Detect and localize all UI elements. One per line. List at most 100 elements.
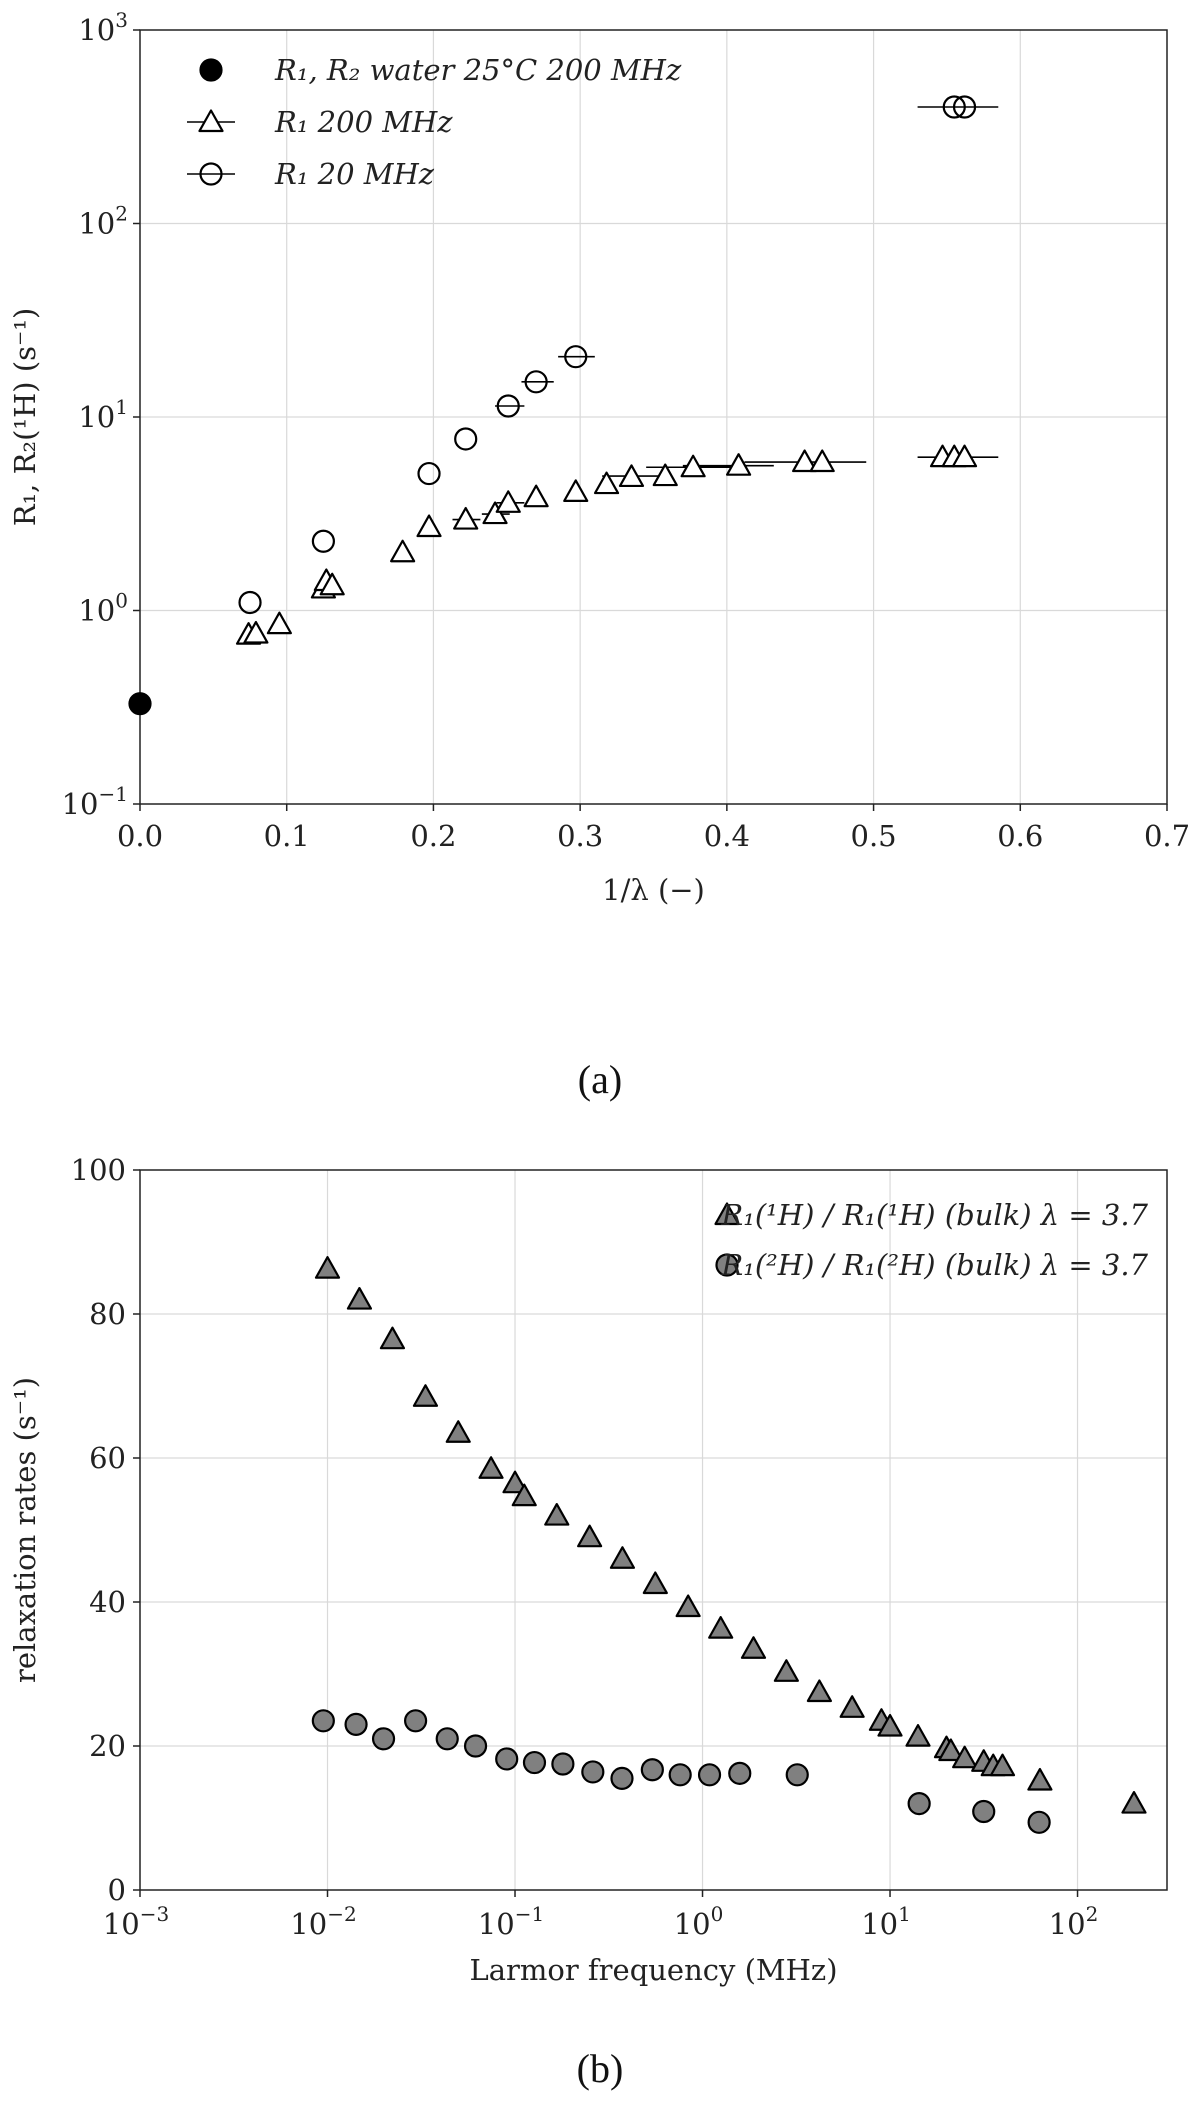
panel-a-data-points xyxy=(128,95,978,716)
data-point xyxy=(809,449,835,473)
x-tick-label: 0.7 xyxy=(1144,819,1190,853)
y-tick-label: 10−1 xyxy=(62,782,128,821)
x-tick-label: 0.5 xyxy=(851,819,897,853)
panel-b-data-points xyxy=(311,1256,1147,1834)
data-point xyxy=(463,1734,488,1758)
panel-a-legend: R₁, R₂ water 25°C 200 MHz R₁ 200 MHz R₁ 20… xyxy=(187,53,682,191)
data-point xyxy=(1027,1767,1053,1791)
data-point xyxy=(524,370,548,394)
x-tick-label: 0.4 xyxy=(704,819,750,853)
data-point xyxy=(564,345,588,369)
data-point xyxy=(725,453,752,476)
data-point xyxy=(551,1752,575,1776)
data-point xyxy=(495,1747,519,1771)
data-point xyxy=(989,1753,1016,1777)
data-point xyxy=(379,1326,406,1350)
legend-label: R₁, R₂ water 25°C 200 MHz xyxy=(274,53,682,87)
data-point xyxy=(344,1712,368,1737)
data-point xyxy=(522,1750,547,1775)
y-tick-label: 0 xyxy=(108,1873,126,1907)
panel-b-grid xyxy=(140,1170,1167,1890)
data-point xyxy=(773,1659,799,1682)
x-tick-label: 102 xyxy=(1049,1902,1099,1941)
y-tick-label: 102 xyxy=(78,202,128,241)
data-point xyxy=(266,611,292,635)
y-tick-label: 40 xyxy=(89,1585,126,1619)
data-point xyxy=(311,529,335,553)
data-point xyxy=(728,1761,752,1785)
y-tick-label: 103 xyxy=(78,8,128,47)
data-point xyxy=(454,427,478,451)
x-tick-label: 0.6 xyxy=(997,819,1043,853)
legend-marker xyxy=(198,109,224,133)
data-point xyxy=(412,1384,439,1407)
data-point xyxy=(346,1286,373,1310)
x-tick-label: 0.0 xyxy=(117,819,163,853)
data-point xyxy=(952,95,977,119)
y-tick-label: 100 xyxy=(71,1153,126,1187)
data-point xyxy=(806,1679,832,1703)
data-point xyxy=(593,471,620,495)
data-point xyxy=(618,464,645,488)
data-point xyxy=(238,590,262,615)
legend-label: R₁ 20 MHz xyxy=(274,157,435,191)
data-point xyxy=(404,1709,428,1733)
x-tick-label: 0.2 xyxy=(410,819,456,853)
x-tick-label: 101 xyxy=(861,1902,911,1941)
data-point xyxy=(652,463,678,487)
data-point xyxy=(502,1470,528,1494)
legend-label: R₁ 200 MHz xyxy=(274,105,453,139)
legend-marker xyxy=(715,1253,739,1277)
data-point xyxy=(907,1791,931,1816)
data-point xyxy=(839,1695,865,1718)
data-point xyxy=(453,506,479,530)
legend-label: R₁(²H) / R₁(²H) (bulk) λ = 3.7 xyxy=(720,1248,1148,1282)
data-point xyxy=(609,1546,636,1569)
data-point xyxy=(495,490,521,513)
legend-marker xyxy=(199,162,223,186)
data-point xyxy=(243,620,269,644)
y-tick-label: 80 xyxy=(89,1297,126,1331)
y-tick-label: 101 xyxy=(78,395,128,434)
data-point xyxy=(640,1758,664,1782)
data-point xyxy=(708,1616,734,1639)
data-point xyxy=(972,1799,996,1824)
data-point xyxy=(1121,1790,1147,1814)
x-tick-label: 0.3 xyxy=(557,819,603,853)
data-point xyxy=(942,95,966,119)
panel-b-ticks: 10−3 10−2 10−1 100 101 102 0 20 40 60 80 100 xyxy=(71,1153,1099,1941)
panel-a-y-axis-label: R₁, R₂(¹H) (s⁻¹) xyxy=(8,308,42,527)
data-point xyxy=(951,444,978,468)
panel-b-y-axis-label: relaxation rates (s⁻¹) xyxy=(8,1377,42,1683)
data-point xyxy=(314,1256,341,1279)
data-point xyxy=(371,1727,396,1751)
y-tick-label: 100 xyxy=(78,589,128,628)
panel-a-chart: 0.0 0.1 0.2 0.3 0.4 0.5 0.6 0.7 10−1 100 101 102 103… xyxy=(8,8,1190,1102)
data-point xyxy=(390,539,416,563)
panel-b-frame xyxy=(139,1169,1168,1891)
panel-a-x-axis-label: 1/λ (−) xyxy=(602,873,705,907)
x-tick-label: 0.1 xyxy=(264,819,310,853)
panel-a-label: (a) xyxy=(578,1057,622,1102)
data-point xyxy=(416,514,442,538)
panel-b-x-axis-label: Larmor frequency (MHz) xyxy=(469,1953,837,1987)
data-point xyxy=(680,454,706,478)
data-point xyxy=(675,1594,701,1618)
x-tick-label: 10−2 xyxy=(290,1902,356,1941)
data-point xyxy=(128,692,152,716)
data-point xyxy=(478,1456,504,1479)
data-point xyxy=(1027,1810,1051,1834)
x-tick-label: 10−1 xyxy=(478,1902,544,1941)
data-point xyxy=(785,1763,809,1787)
data-point xyxy=(877,1713,903,1737)
y-tick-label: 60 xyxy=(89,1441,126,1475)
legend-label: R₁(¹H) / R₁(¹H) (bulk) λ = 3.7 xyxy=(720,1198,1148,1232)
data-point xyxy=(642,1571,668,1595)
data-point xyxy=(523,484,549,508)
panel-b-legend: R₁(¹H) / R₁(¹H) (bulk) λ = 3.7 R₁(²H) / R… xyxy=(714,1198,1149,1282)
panel-b-label: (b) xyxy=(577,2046,624,2091)
data-point xyxy=(511,1483,537,1507)
x-tick-label: 10−3 xyxy=(103,1902,169,1941)
data-point xyxy=(544,1502,570,1526)
data-point xyxy=(792,449,818,473)
